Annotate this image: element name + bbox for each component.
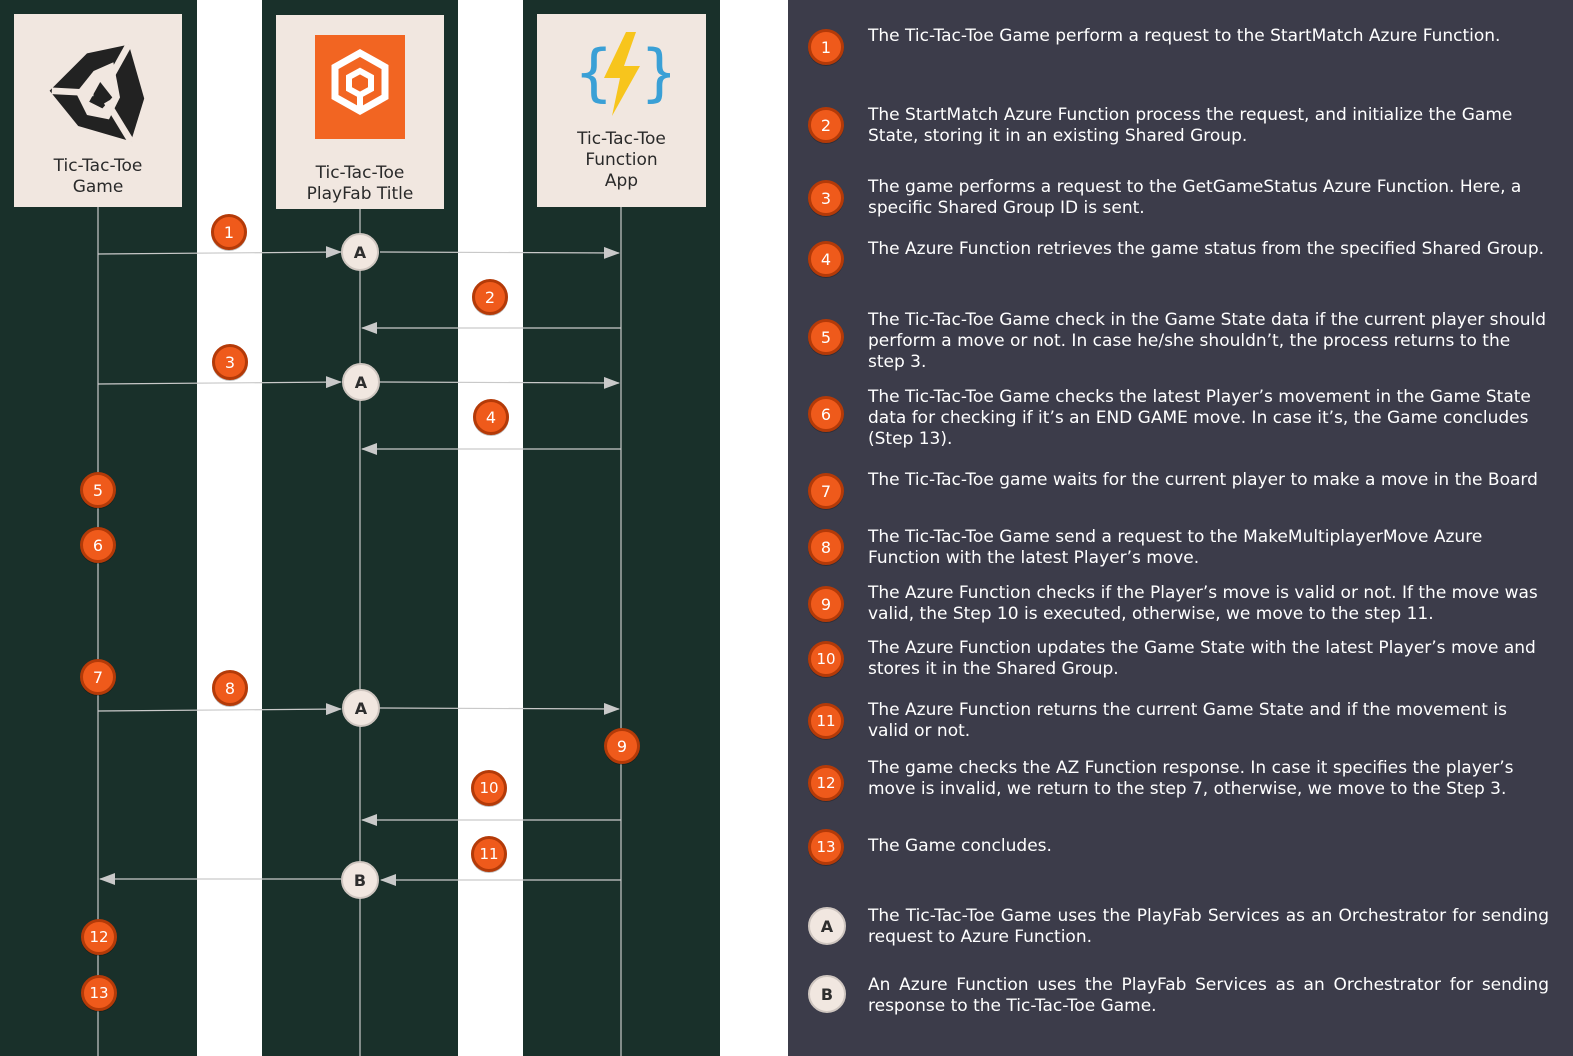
orchestrator-node: A [341, 233, 379, 271]
actor-playfab: Tic-Tac-Toe PlayFab Title [276, 15, 444, 209]
legend-step-badge: 10 [808, 641, 844, 677]
orchestrator-node: A [342, 689, 380, 727]
arrow-playfab-to-function-3 [379, 376, 620, 389]
legend-orchestrator-text: The Tic-Tac-Toe Game uses the PlayFab Se… [868, 906, 1549, 947]
diagram-step-badge: 5 [80, 472, 116, 508]
actor-function-app-label: Tic-Tac-Toe Function App [577, 129, 666, 191]
legend-step-text: The Azure Function checks if the Player’… [868, 583, 1538, 624]
legend-orchestrator-text: An Azure Function uses the PlayFab Servi… [868, 975, 1549, 1016]
arrow-playfab-to-function-8 [379, 702, 620, 715]
diagram-step-badge: 13 [81, 975, 117, 1011]
diagram-step-badge: 3 [212, 344, 248, 380]
arrow-playfab-to-function-1 [379, 246, 620, 259]
legend-step-text: The game checks the AZ Function response… [868, 758, 1514, 799]
diagram-step-badge: 2 [472, 279, 508, 315]
legend-step-badge: 5 [808, 319, 844, 355]
diagram-step-badge: 8 [212, 670, 248, 706]
legend-step-badge: 4 [808, 241, 844, 277]
diagram-step-badge: 7 [80, 659, 116, 695]
playfab-logo-icon [315, 35, 405, 139]
arrow-game-to-playfab-1 [97, 246, 342, 259]
legend-panel: 1 The Tic-Tac-Toe Game perform a request… [788, 0, 1573, 1056]
legend-step-badge: 11 [808, 703, 844, 739]
legend-step-text: The Game concludes. [868, 836, 1052, 856]
legend-orchestrator-badge: B [808, 975, 846, 1013]
svg-text:}: } [640, 36, 670, 109]
actor-game: Tic-Tac-Toe Game [14, 14, 182, 207]
arrow-game-to-playfab-3 [97, 376, 342, 389]
diagram-step-badge: 1 [211, 214, 247, 250]
legend-step-text: The Azure Function returns the current G… [868, 700, 1507, 741]
legend-step-badge: 2 [808, 107, 844, 143]
actor-function-app: { } Tic-Tac-Toe Function App [537, 14, 706, 207]
legend-step-badge: 7 [808, 473, 844, 509]
legend-step-badge: 1 [808, 29, 844, 65]
legend-step-text: The Tic-Tac-Toe Game send a request to t… [868, 527, 1483, 568]
legend-step-text: The Tic-Tac-Toe Game check in the Game S… [868, 310, 1547, 372]
actor-game-label: Tic-Tac-Toe Game [53, 156, 143, 197]
legend-step-badge: 6 [808, 396, 844, 432]
legend-step-text: The StartMatch Azure Function process th… [868, 105, 1513, 146]
diagram-step-badge: 4 [473, 399, 509, 435]
legend-step-text: The Azure Function retrieves the game st… [868, 239, 1545, 259]
legend-step-text: The Azure Function updates the Game Stat… [868, 638, 1536, 679]
diagram-step-badge: 6 [80, 527, 116, 563]
legend-step-text: The Tic-Tac-Toe Game perform a request t… [868, 26, 1501, 46]
unity-logo-icon [49, 42, 145, 144]
legend-orchestrator-badge: A [808, 907, 846, 945]
legend-step-text: The Tic-Tac-Toe game waits for the curre… [868, 470, 1538, 490]
sequence-arrows [97, 207, 622, 1056]
diagram-step-badge: 10 [471, 770, 507, 806]
diagram-step-badge: 11 [471, 836, 507, 872]
diagram-step-badge: 9 [604, 728, 640, 764]
legend-step-text: The Tic-Tac-Toe Game checks the latest P… [868, 387, 1531, 449]
legend-step-badge: 9 [808, 586, 844, 622]
arrow-game-to-playfab-8 [97, 703, 342, 716]
diagram-step-badge: 12 [81, 919, 117, 955]
legend-step-badge: 3 [808, 180, 844, 216]
legend-step-text: The game performs a request to the GetGa… [868, 177, 1522, 218]
actor-playfab-label: Tic-Tac-Toe PlayFab Title [306, 163, 414, 204]
orchestrator-node: A [342, 363, 380, 401]
azure-functions-icon: { } [574, 32, 670, 116]
orchestrator-node: B [341, 861, 379, 899]
legend-step-badge: 13 [808, 829, 844, 865]
legend-step-badge: 8 [808, 529, 844, 565]
legend-step-badge: 12 [808, 765, 844, 801]
